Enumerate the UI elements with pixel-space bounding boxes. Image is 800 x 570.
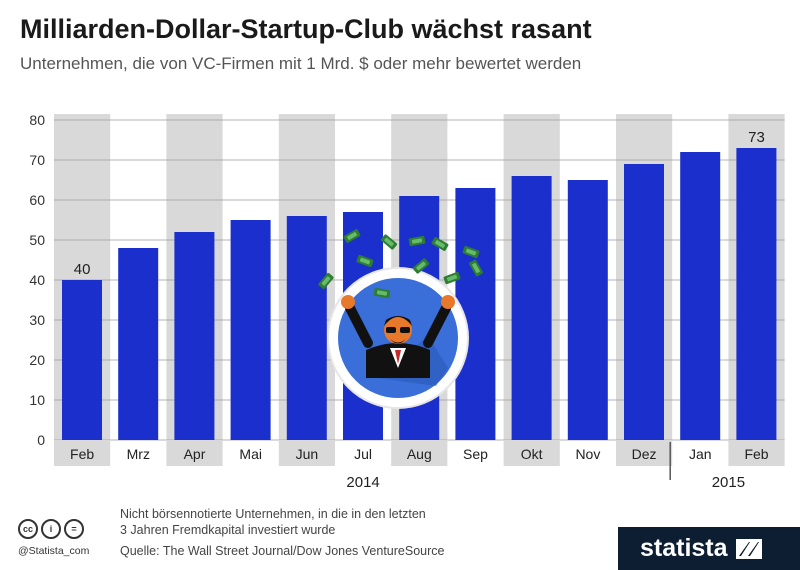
category-band <box>278 441 335 466</box>
category-band <box>503 441 560 466</box>
bar <box>118 248 159 440</box>
bar <box>62 280 102 440</box>
bar <box>736 148 777 440</box>
data-label: 73 <box>748 129 765 146</box>
x-tick-label: Sep <box>463 446 488 462</box>
footer-note-line1: Nicht börsennotierte Unternehmen, in die… <box>120 507 426 521</box>
category-band <box>391 441 448 466</box>
x-tick-label: Jan <box>689 446 712 462</box>
footer-note: Nicht börsennotierte Unternehmen, in die… <box>120 506 426 538</box>
bar-chart: 0 10 20 30 40 50 60 70 80 Feb Mrz Apr Mai Jun Jul Aug Se… <box>29 112 785 491</box>
x-tick-label: Dez <box>632 446 657 462</box>
x-tick-label: Jul <box>354 446 372 462</box>
category-band <box>728 441 785 466</box>
category-band <box>166 441 223 466</box>
x-tick-label: Jun <box>296 446 319 462</box>
x-tick-label: Mai <box>239 446 262 462</box>
bar <box>174 232 215 440</box>
x-tick-label: Okt <box>521 446 543 462</box>
bar <box>230 220 271 440</box>
category-band <box>616 441 673 466</box>
y-tick-label: 30 <box>29 312 45 328</box>
x-tick-label: Nov <box>575 446 600 462</box>
statista-logo[interactable]: statista <box>618 527 800 570</box>
y-tick-label: 60 <box>29 192 45 208</box>
y-tick-label: 0 <box>37 432 45 448</box>
y-tick-label: 80 <box>29 112 45 128</box>
x-tick-label: Mrz <box>127 446 150 462</box>
x-tick-label: Feb <box>70 446 94 462</box>
bar <box>624 164 664 440</box>
noderivs-icon: = <box>64 519 84 539</box>
y-tick-label: 10 <box>29 392 45 408</box>
bar <box>511 176 552 440</box>
year-label: 2014 <box>346 474 379 491</box>
businessman-throwing-money-icon <box>318 229 483 409</box>
bar <box>286 216 327 440</box>
x-tick-label: Apr <box>184 446 206 462</box>
data-label: 40 <box>74 261 91 278</box>
year-label: 2015 <box>712 474 745 491</box>
bar <box>567 180 608 440</box>
chart-subtitle: Unternehmen, die von VC-Firmen mit 1 Mrd… <box>20 54 582 73</box>
y-tick-label: 40 <box>29 272 45 288</box>
attribution-icon: i <box>41 519 61 539</box>
category-band <box>54 441 111 466</box>
footer-note-line2: 3 Jahren Fremdkapital investiert wurde <box>120 523 336 537</box>
bar <box>680 152 721 440</box>
y-tick-label: 70 <box>29 152 45 168</box>
x-tick-label: Aug <box>407 446 432 462</box>
statista-mark-icon <box>735 538 762 559</box>
y-tick-label: 50 <box>29 232 45 248</box>
license-icons: cc i = <box>18 519 84 539</box>
y-tick-label: 20 <box>29 352 45 368</box>
brand-name: statista <box>640 534 728 562</box>
cc-icon: cc <box>18 519 38 539</box>
chart-title: Milliarden-Dollar-Startup-Club wächst ra… <box>20 14 592 44</box>
x-tick-label: Feb <box>744 446 768 462</box>
twitter-handle: @Statista_com <box>18 545 90 557</box>
source-text: Quelle: The Wall Street Journal/Dow Jone… <box>120 544 445 558</box>
